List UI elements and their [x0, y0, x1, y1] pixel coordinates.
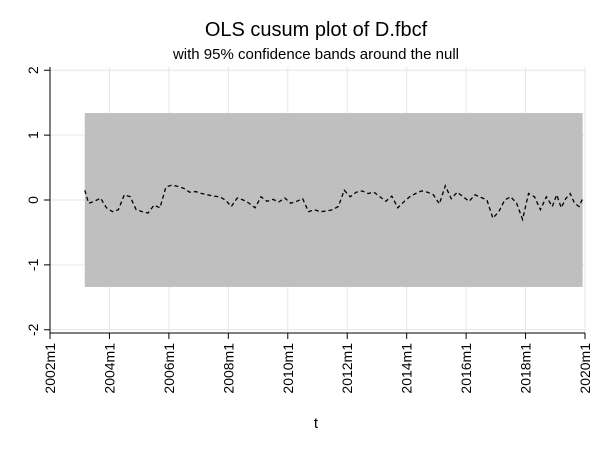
x-tick-label: 2002m1 — [42, 343, 58, 394]
x-tick-label: 2020m1 — [577, 343, 593, 394]
y-tick-label: 1 — [25, 131, 41, 139]
x-tick-label: 2006m1 — [161, 343, 177, 394]
y-tick-label: -2 — [25, 323, 41, 336]
y-tick-label: 0 — [25, 196, 41, 204]
x-tick-label: 2012m1 — [339, 343, 355, 394]
x-tick-label: 2014m1 — [399, 343, 415, 394]
confidence-band — [84, 113, 583, 287]
chart-subtitle: with 95% confidence bands around the nul… — [172, 46, 459, 63]
x-tick-label: 2010m1 — [280, 343, 296, 394]
confidence-band-layer — [84, 113, 583, 287]
series-layer — [84, 183, 584, 222]
x-tick-label: 2004m1 — [101, 343, 117, 394]
x-tick-label: 2018m1 — [518, 343, 534, 394]
cusum-series-line — [84, 183, 584, 222]
y-tick-label: -1 — [25, 258, 41, 271]
x-tick-label: 2016m1 — [458, 343, 474, 394]
axes: -2 -1 0 1 2 2002m1 2004m1 2006m1 2008m1 2010m1 201… — [25, 66, 593, 393]
x-axis-title: t — [314, 415, 319, 432]
y-tick-label: 2 — [25, 66, 41, 74]
x-tick-label: 2008m1 — [220, 343, 236, 394]
chart-title: OLS cusum plot of D.fbcf — [205, 19, 428, 41]
